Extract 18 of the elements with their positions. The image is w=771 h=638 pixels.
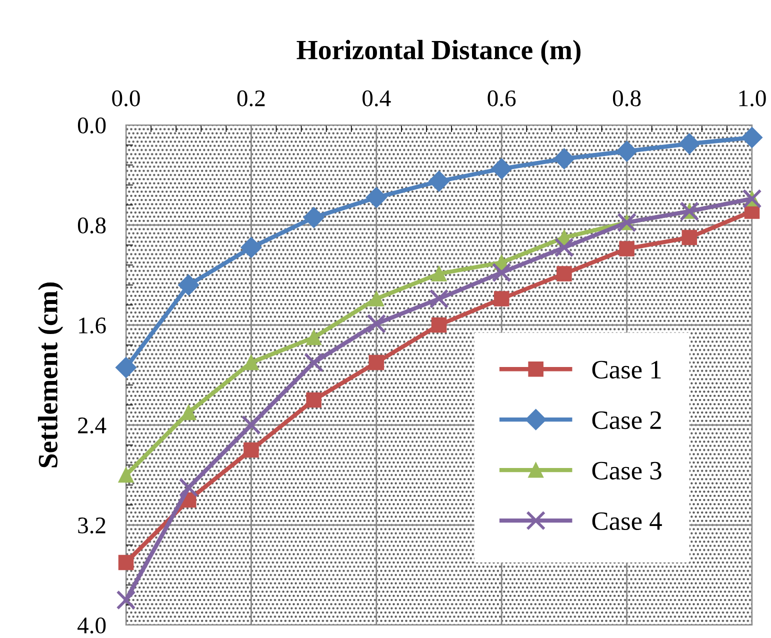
legend-label: Case 1 [592,360,661,379]
x-tick-label: 1.0 [739,90,766,106]
y-tick-label: 1.6 [79,318,106,334]
x-tick-label: 0.4 [362,90,391,106]
legend-label: Case 2 [592,411,661,430]
y-tick-label: 0.8 [78,217,106,234]
x-tick-label: 0.6 [488,90,516,106]
x-tick-label: 0.0 [112,90,140,106]
x-axis-title: Horizontal Distance (m) [296,40,580,66]
y-tick-label: 2.4 [78,418,106,434]
y-axis-title: Settlement (cm) [38,282,64,468]
legend-label: Case 3 [592,462,662,480]
legend-label: Case 4 [592,512,662,530]
y-tick-label: 3.2 [78,518,106,534]
y-tick-label: 0.0 [78,117,106,134]
y-tick-label: 4.0 [78,617,106,634]
x-tick-label: 0.2 [237,90,265,106]
x-tick-label: 0.8 [612,90,641,106]
